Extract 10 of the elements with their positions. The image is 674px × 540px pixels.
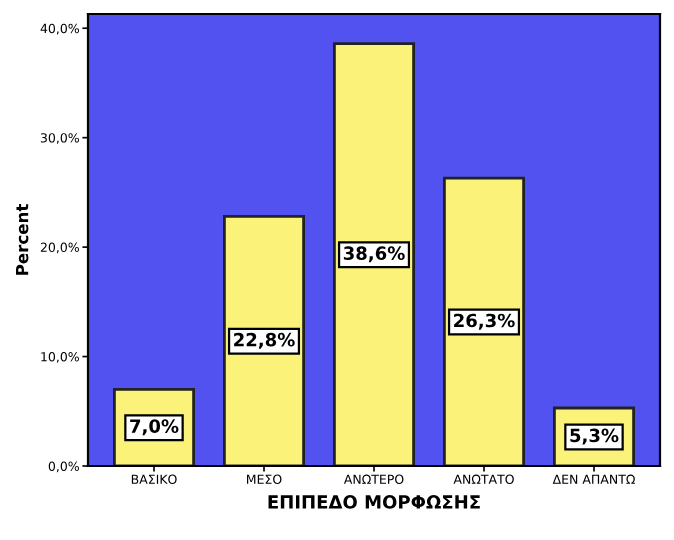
- x-axis-title: ΕΠΙΠΕΔΟ ΜΟΡΦΩΣΗΣ: [268, 495, 480, 509]
- data-label: 38,6%: [343, 246, 405, 263]
- data-label: 22,8%: [234, 332, 295, 349]
- data-label: 7,0%: [130, 419, 179, 436]
- data-label: 26,3%: [454, 313, 515, 330]
- y-axis-title: Percent: [16, 204, 29, 275]
- bar: [333, 42, 415, 466]
- bar: [223, 215, 305, 466]
- data-label: 5,3%: [570, 428, 619, 445]
- bar: [443, 176, 525, 466]
